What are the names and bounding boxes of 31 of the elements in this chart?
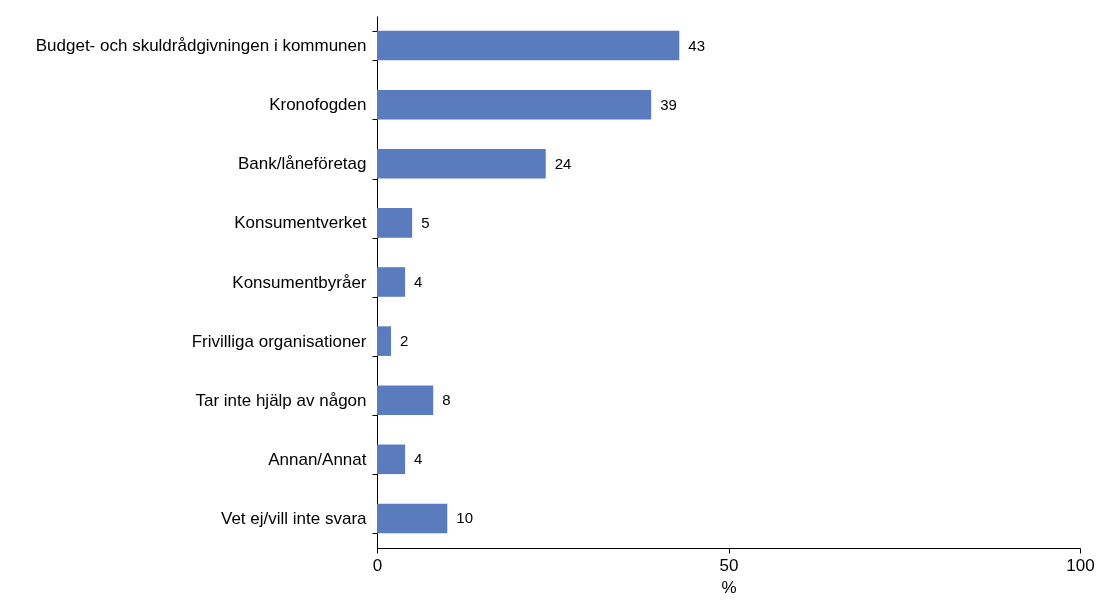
y-tick-label: Budget- och skuldrådgivningen i kommunen [35,36,367,56]
bar [377,30,680,61]
bar [377,267,406,297]
x-tick-label: 0 [372,555,383,575]
data-label: 8 [442,391,451,409]
bar [377,208,413,238]
bar [377,503,448,534]
y-tick-label: Annan/Annat [268,449,367,469]
data-label: 5 [421,213,430,231]
y-tick-label: Konsumentbyråer [232,272,367,292]
y-tick-label: Vet ej/vill inte svara [220,508,368,528]
data-label: 43 [688,36,705,54]
data-label: 4 [414,450,423,468]
y-tick-label: Tar inte hjälp av någon [195,390,367,410]
data-label: 4 [414,273,423,290]
bar [377,385,434,415]
y-tick-label: Kronofogden [269,95,367,115]
y-tick-label: Bank/låneföretag [237,154,367,174]
data-label: 24 [554,154,572,172]
bar [377,149,546,179]
data-label: 10 [456,509,473,527]
data-label: 39 [660,95,677,113]
x-tick-label: 50 [719,555,739,575]
data-label: 2 [400,332,409,350]
bar [377,89,652,120]
y-tick-label: Konsumentverket [234,213,367,233]
bar [377,326,392,356]
bar [377,444,406,475]
x-tick-label: 100 [1066,555,1095,575]
x-axis-title: % [721,577,737,597]
y-tick-label: Frivilliga organisationer [191,331,367,351]
